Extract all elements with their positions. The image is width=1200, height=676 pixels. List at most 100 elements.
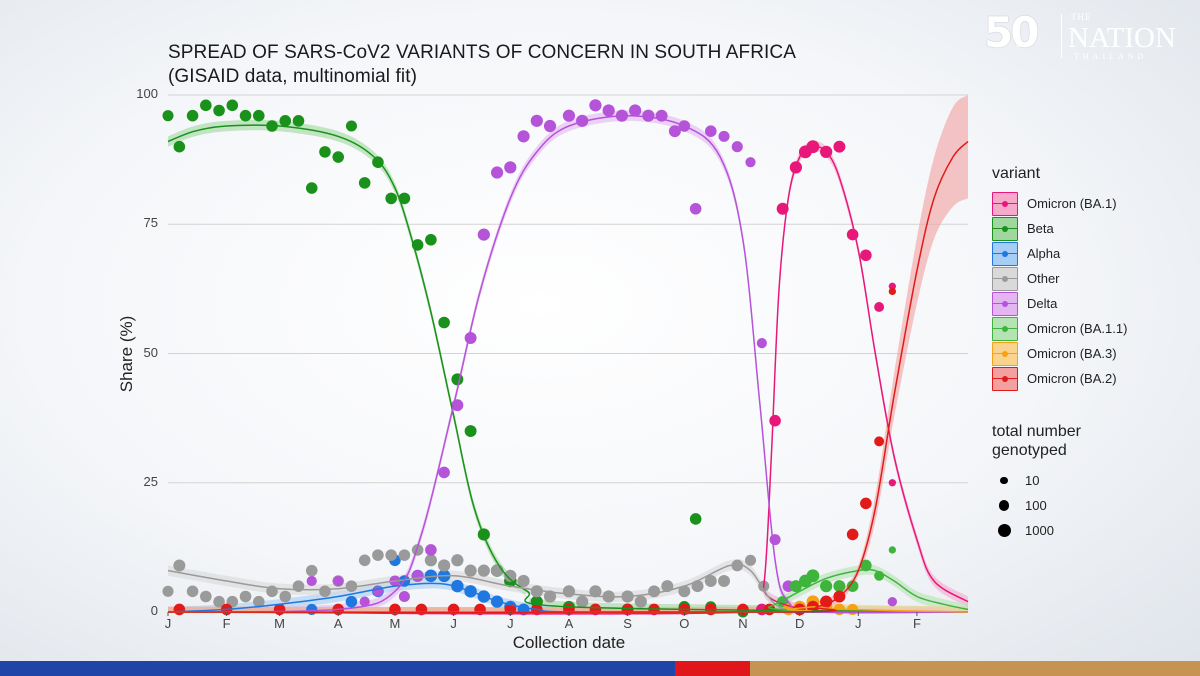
other-point <box>634 595 647 608</box>
beta-point <box>162 110 174 122</box>
omicron-ba-2-fit-line <box>167 140 969 614</box>
legend-items: Omicron (BA.1) Beta Alpha Other Delta Omicron… <box>992 191 1182 391</box>
beta-point <box>186 109 199 122</box>
size-legend-label: 100 <box>1025 498 1047 513</box>
delta-point <box>464 332 477 344</box>
legend-item-other: Other <box>992 266 1182 291</box>
other-point <box>319 585 331 598</box>
size-legend-items: 10 100 1000 <box>992 468 1081 543</box>
other-point <box>279 590 292 603</box>
other-point <box>490 564 504 577</box>
x-tick-label: N <box>738 616 748 631</box>
delta-point <box>333 575 344 587</box>
size-dot-wrap <box>992 500 1016 511</box>
other-point <box>411 544 424 556</box>
other-point <box>200 590 212 603</box>
beta-point <box>425 233 437 246</box>
legend-key-dot <box>1002 225 1008 232</box>
delta-point <box>490 166 504 179</box>
x-tick-label: M <box>389 616 401 631</box>
logo-the-text: THE <box>1071 12 1092 22</box>
beta-point <box>292 115 305 127</box>
legend-key-dot <box>1002 200 1008 207</box>
size-legend: total number genotyped 10 100 1000 <box>992 422 1081 543</box>
size-legend-label: 1000 <box>1025 523 1054 538</box>
beta-point <box>332 151 345 163</box>
logo-divider <box>1061 14 1062 58</box>
other-point <box>345 580 358 592</box>
legend-key-dot <box>1002 350 1008 357</box>
delta-point <box>602 104 615 117</box>
other-point <box>576 595 589 608</box>
beta-point <box>345 120 357 132</box>
beta-point <box>358 177 371 189</box>
omicron-ba-1-1-point <box>806 569 820 583</box>
beta-point <box>173 140 186 153</box>
x-tick-label: F <box>222 616 231 631</box>
omicron-ba-1-1-point <box>820 580 833 593</box>
delta-point <box>477 228 490 241</box>
legend-label: Alpha <box>1027 246 1061 261</box>
x-tick-label: J <box>450 616 457 631</box>
legend-label: Other <box>1027 271 1060 286</box>
y-tick-label: 100 <box>136 86 158 101</box>
bottom-bar-red <box>675 661 750 676</box>
delta-point <box>589 99 602 112</box>
legend-item-omicron-ba-3: Omicron (BA.3) <box>992 341 1182 366</box>
size-dot <box>998 500 1010 511</box>
omicron-ba-1-1-point <box>789 580 802 593</box>
delta-point <box>745 157 756 168</box>
other-point <box>162 585 174 597</box>
other-point <box>252 595 265 608</box>
legend-key <box>992 266 1018 291</box>
omicron-ba-2-point <box>888 287 896 296</box>
other-point <box>372 549 384 561</box>
x-tick-label: J <box>507 616 514 631</box>
bottom-bar-blue <box>0 661 675 676</box>
other-point <box>648 585 661 598</box>
omicron-ba-1-point <box>888 282 896 290</box>
other-point <box>477 564 490 577</box>
size-legend-item: 10 <box>992 468 1081 493</box>
other-point <box>239 590 252 603</box>
delta-point <box>517 130 530 143</box>
delta-point <box>411 570 424 582</box>
other-point <box>305 564 318 577</box>
size-dot <box>1000 476 1008 485</box>
delta-point <box>668 125 681 138</box>
x-tick-label: S <box>623 616 632 631</box>
delta-point <box>504 161 517 174</box>
beta-point <box>200 99 212 112</box>
other-point <box>718 575 731 587</box>
delta-point <box>887 596 898 607</box>
legend-label: Omicron (BA.1) <box>1027 196 1117 211</box>
other-point <box>562 585 576 598</box>
legend-item-beta: Beta <box>992 216 1182 241</box>
legend-label: Delta <box>1027 296 1058 311</box>
legend-title: variant <box>992 165 1041 182</box>
legend-key-dot <box>1002 250 1008 257</box>
size-legend-item: 1000 <box>992 518 1081 543</box>
size-legend-title-line-2: genotyped <box>992 442 1067 459</box>
beta-point <box>385 192 397 205</box>
bottom-bar-tan <box>750 661 1200 676</box>
y-tick-label: 50 <box>143 344 158 360</box>
omicron-ba-1-point <box>846 228 859 241</box>
omicron-ba-2-point <box>846 528 859 541</box>
beta-point <box>226 99 239 112</box>
other-fit-line <box>167 563 969 614</box>
other-point <box>589 585 602 598</box>
data-points <box>162 99 898 618</box>
legend-label: Omicron (BA.2) <box>1027 371 1117 386</box>
other-point <box>173 559 186 572</box>
other-point <box>438 559 451 572</box>
legend-key <box>992 341 1018 366</box>
the-nation-logo: 50 th THE NATION THAILAND <box>978 8 1188 64</box>
other-point <box>704 575 717 587</box>
omicron-ba-1-1-point <box>846 580 859 592</box>
x-tick-label: J <box>855 616 862 631</box>
legend-label: Omicron (BA.3) <box>1027 346 1117 361</box>
size-legend-title-line-1: total number <box>992 423 1081 440</box>
other-point <box>464 564 477 577</box>
beta-point <box>252 109 265 122</box>
